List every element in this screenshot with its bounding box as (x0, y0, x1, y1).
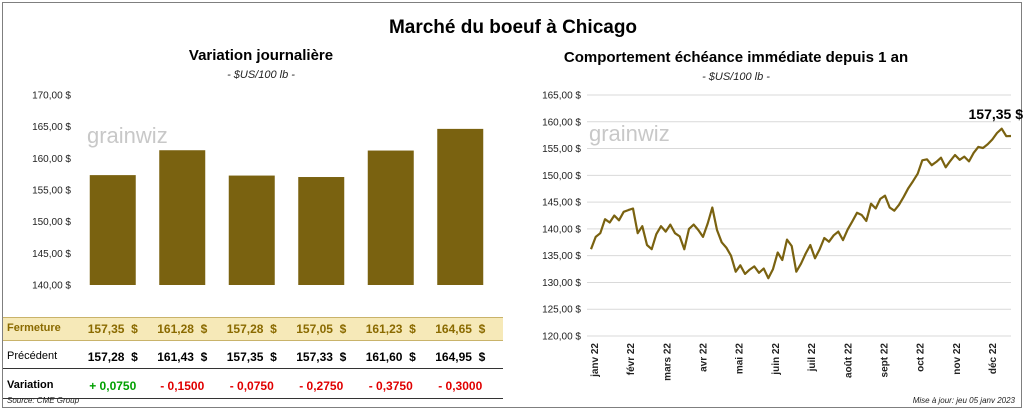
x-tick-label: juil 22 (807, 343, 818, 373)
x-tick-label: déc 23 (442, 302, 480, 303)
y-tick-label: 165,00 $ (542, 91, 581, 102)
y-tick-label: 135,00 $ (542, 251, 581, 262)
x-tick-label: oct 22 (916, 343, 927, 372)
y-tick-label: 140,00 $ (542, 224, 581, 235)
bar (159, 150, 206, 285)
x-tick-label: juin 23 (232, 302, 271, 303)
y-tick-label: 145,00 $ (542, 198, 581, 209)
table-row-label: Fermeture (7, 322, 61, 334)
y-tick-label: 150,00 $ (542, 171, 581, 182)
row-separator (3, 398, 503, 399)
table-cell: 157,28 $ (226, 322, 277, 336)
main-title: Marché du boeuf à Chicago (388, 17, 638, 38)
y-tick-label: 155,00 $ (542, 144, 581, 155)
table-cell: 157,05 $ (296, 322, 347, 336)
x-tick-label: avr 22 (699, 343, 710, 372)
x-tick-label: août 22 (843, 343, 854, 378)
table-cell: 161,43 $ (157, 350, 208, 364)
x-tick-label: janv 22 (590, 343, 601, 378)
table-cell: - 0,3750 (368, 379, 413, 393)
left-chart-subtitle: - $US/100 lb - (227, 69, 295, 81)
table-cell: - 0,1500 (160, 379, 205, 393)
x-tick-label: nov 22 (952, 343, 963, 375)
x-tick-label: juin 22 (771, 343, 782, 376)
watermark: grainwiz (87, 123, 168, 148)
row-separator (3, 368, 503, 369)
table-cell: 157,35 $ (87, 322, 138, 336)
y-tick-label: 140,00 $ (32, 281, 71, 292)
table-cell: 161,23 $ (365, 322, 416, 336)
table-cell: 164,95 $ (435, 350, 486, 364)
x-tick-label: févr 22 (626, 343, 637, 376)
fermeture-row-background (3, 317, 503, 341)
y-tick-label: 170,00 $ (32, 91, 71, 102)
y-tick-label: 160,00 $ (542, 117, 581, 128)
x-tick-label: mars 22 (662, 343, 673, 381)
bar (437, 128, 484, 285)
update-note: Mise à jour: jeu 05 janv 2023 (912, 396, 1015, 405)
y-tick-label: 125,00 $ (542, 305, 581, 316)
bar-chart: 140,00 $ 145,00 $ 150,00 $ 155,00 $ 160,00 $… (32, 91, 484, 303)
x-tick-label: sept 22 (879, 343, 890, 378)
y-tick-label: 155,00 $ (32, 186, 71, 197)
x-tick-label: févr 23 (93, 302, 132, 303)
table-cell: 157,28 $ (87, 350, 138, 364)
right-chart-title: Comportement échéance immédiate depuis 1… (563, 49, 909, 66)
line-chart: 120,00 $ 125,00 $ 130,00 $ 135,00 $ 140,00 $… (542, 91, 1024, 381)
table-cell: 157,33 $ (296, 350, 347, 364)
table-cell: - 0,2750 (299, 379, 344, 393)
y-tick-label: 120,00 $ (542, 332, 581, 343)
watermark: grainwiz (589, 121, 670, 146)
table-row-label: Précédent (7, 350, 58, 362)
x-tick-label: mai 22 (735, 343, 746, 375)
table-cell: 164,65 $ (435, 322, 486, 336)
bar (367, 150, 414, 285)
y-tick-label: 165,00 $ (32, 122, 71, 133)
last-value-label: 157,35 $ (969, 106, 1024, 122)
source-note: Source: CME Group (7, 396, 80, 405)
bar (89, 175, 136, 285)
table-cell: 161,60 $ (365, 350, 416, 364)
bar (298, 177, 345, 285)
bar (228, 175, 275, 285)
x-tick-label: oct 23 (373, 302, 408, 303)
left-chart-title: Variation journalière (188, 47, 334, 64)
table-cell: 161,28 $ (157, 322, 208, 336)
table-cell: - 0,3000 (438, 379, 483, 393)
y-tick-label: 150,00 $ (32, 217, 71, 228)
x-tick-label: avr 23 (165, 302, 200, 303)
y-tick-label: 130,00 $ (542, 278, 581, 289)
right-chart-subtitle: - $US/100 lb - (702, 71, 770, 83)
x-tick-label: déc 22 (988, 343, 999, 375)
table-cell: + 0,0750 (89, 379, 137, 393)
y-tick-label: 160,00 $ (32, 154, 71, 165)
x-tick-label: août 23 (300, 302, 342, 303)
table-row-label: Variation (7, 379, 54, 391)
y-tick-label: 145,00 $ (32, 249, 71, 260)
price-series-line (589, 127, 1012, 280)
table-cell: - 0,0750 (229, 379, 274, 393)
table-cell: 157,35 $ (226, 350, 277, 364)
